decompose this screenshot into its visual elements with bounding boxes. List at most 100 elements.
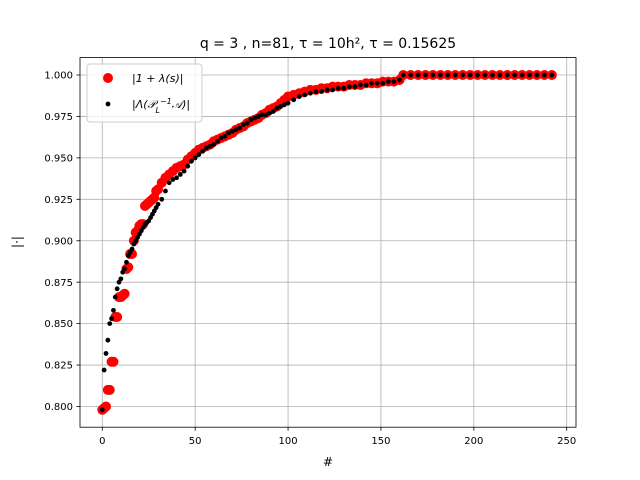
data-point [244,120,250,126]
x-tick-label: 0 [99,436,105,447]
x-tick-label: 50 [189,436,202,447]
data-point [490,72,495,78]
data-point [385,79,391,85]
data-point [330,87,336,93]
data-point [380,80,386,86]
data-point [215,138,220,144]
y-tick-label: 0.825 [44,361,73,372]
data-point [452,72,458,78]
data-point [222,133,228,139]
data-point [504,72,510,78]
data-point [437,72,443,78]
data-point [423,72,428,78]
data-point [177,172,183,177]
data-point [397,77,402,83]
data-point [278,104,284,109]
data-point [159,196,165,202]
y-tick-label: 0.925 [44,195,73,206]
data-point [103,351,109,356]
data-point [111,307,116,313]
data-point [519,72,525,78]
data-point [203,145,209,151]
data-point [281,102,287,108]
data-point [237,125,243,131]
data-point [166,180,172,186]
plot-area-frame [79,57,577,428]
data-point [445,72,451,78]
data-point [415,72,421,78]
x-tick-label: 250 [557,436,576,447]
data-point [324,87,330,93]
data-point [460,72,466,78]
data-point [296,94,302,99]
data-point [207,143,213,149]
data-point [542,72,547,78]
data-point [302,92,308,98]
y-tick-label: 0.800 [44,402,73,413]
data-point [124,259,129,265]
series [97,70,557,415]
data-point [122,266,127,272]
data-point [233,127,239,133]
data-point [105,337,111,343]
data-point [313,89,319,94]
data-point [341,85,347,91]
data-point [229,128,235,134]
legend: |1 + λ(s)| |Λ(𝒫L−1𝒜)| [86,63,203,123]
legend-marker-black-dot [105,101,111,107]
data-point [346,84,352,90]
data-point [408,72,414,78]
data-point [259,112,265,118]
data-point [226,130,232,136]
data-point [129,246,135,252]
data-point [119,288,130,299]
data-point [99,407,105,413]
data-point [181,168,187,174]
chart-title: q = 3 , n=81, τ = 10h², τ = 0.15625 [200,36,456,52]
legend-box [86,63,203,123]
data-point [118,276,124,282]
y-tick-label: 0.900 [44,236,73,247]
data-point [291,97,297,103]
legend-label-eigenvalue: |1 + λ(s)| [132,72,183,85]
grid [80,57,576,428]
data-point [335,85,341,91]
data-point [270,109,276,114]
data-point [211,142,217,148]
y-tick-label: 0.975 [44,112,73,123]
data-point [189,158,194,164]
data-point [285,100,291,106]
data-point [196,152,202,157]
data-point [174,175,179,181]
data-point [108,356,119,367]
data-point [549,72,555,78]
data-point [200,148,206,154]
x-tick-label: 100 [279,436,298,447]
data-point [218,135,224,141]
data-point [255,114,261,119]
data-point [363,82,369,88]
data-point [430,72,436,78]
data-point [252,115,258,121]
data-point [241,122,246,128]
data-point [155,201,161,207]
data-point [400,72,406,78]
legend-marker-red-circle [103,73,113,83]
data-point [534,72,540,78]
data-point [109,316,114,322]
data-point [248,117,254,123]
data-point [101,367,107,373]
data-point [391,79,397,85]
y-tick-label: 0.875 [44,278,73,289]
data-point [192,155,198,161]
y-axis-label: |·| [10,236,24,248]
data-point [263,112,269,118]
data-point [512,72,518,78]
data-point [527,72,532,78]
x-axis-label: # [323,455,333,469]
data-point [352,84,358,90]
series-2 [99,72,555,413]
data-point [104,384,115,395]
data-point [358,82,363,88]
